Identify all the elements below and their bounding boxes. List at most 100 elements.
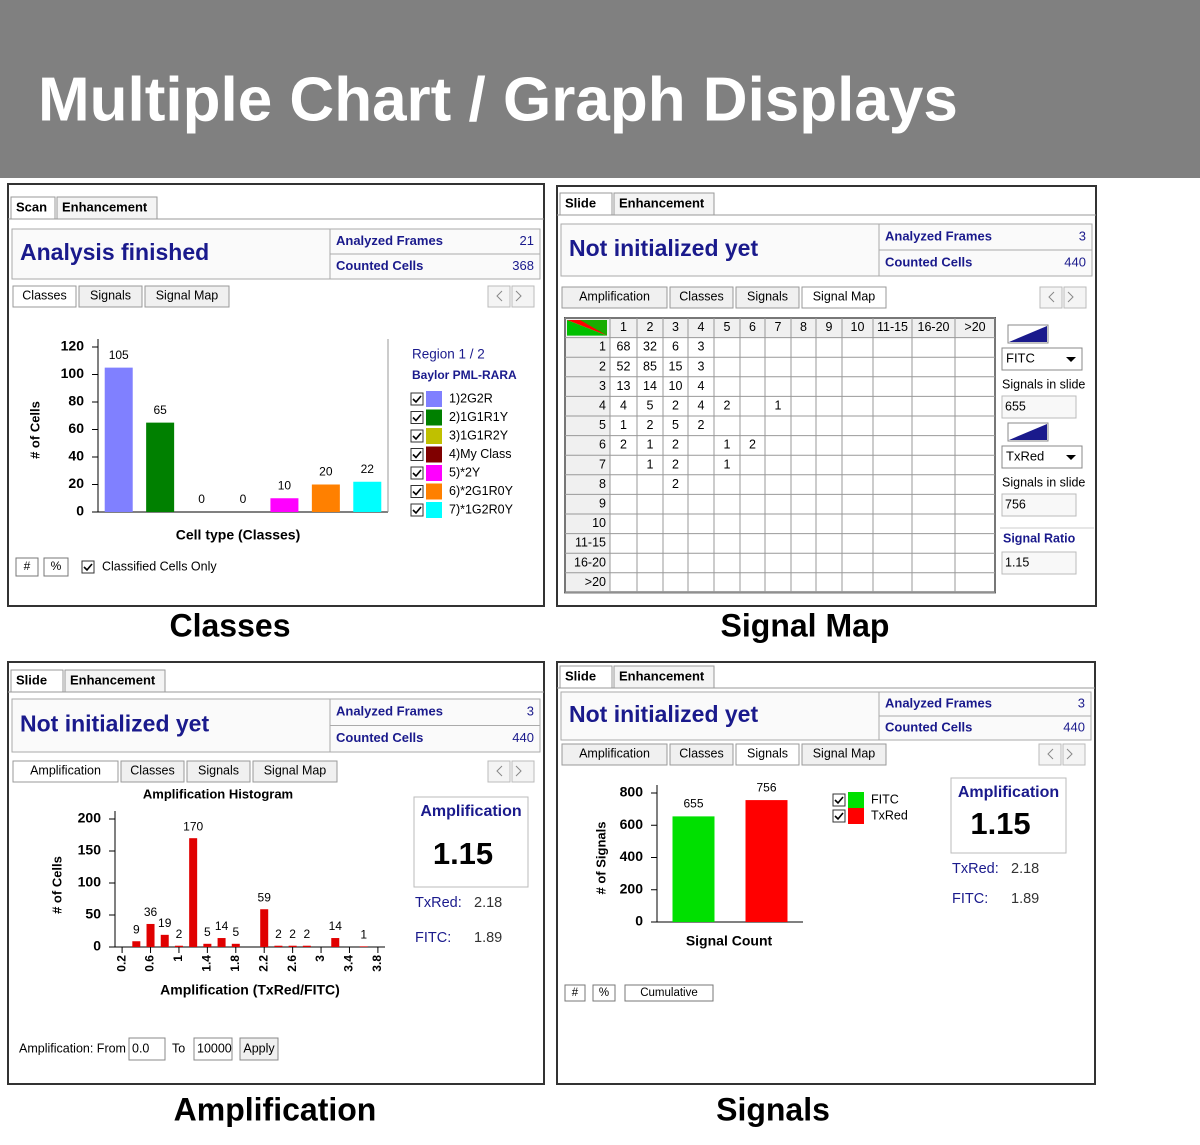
subtab-label: Signals	[747, 746, 788, 760]
subtab[interactable]	[801, 286, 887, 309]
toggle-button[interactable]	[15, 557, 39, 577]
subtab[interactable]	[12, 760, 119, 783]
subtab[interactable]	[669, 286, 734, 309]
subtab-label: Amplification	[579, 289, 650, 303]
y-tick-label: 400	[620, 848, 644, 864]
bar	[189, 838, 198, 947]
x-tick-label: 1	[171, 955, 185, 962]
stat-label: Analyzed Frames	[885, 228, 992, 243]
toggle-button[interactable]	[624, 984, 714, 1002]
nav-button[interactable]	[487, 760, 511, 783]
table-cell: 2	[672, 438, 679, 452]
legend-check	[412, 487, 422, 496]
x-tick-label: 2.2	[256, 955, 270, 972]
subtab[interactable]	[561, 286, 668, 309]
value-label: 5	[232, 925, 239, 939]
row-header: 16-20	[574, 555, 606, 569]
nav-arrow	[1047, 748, 1054, 760]
legend-check	[834, 796, 844, 805]
stat-label: Analyzed Frames	[885, 695, 992, 710]
value-label: 170	[183, 819, 203, 833]
subtab[interactable]	[78, 285, 143, 308]
caption: Signal Map	[721, 607, 890, 643]
summary-value: 1.15	[970, 806, 1030, 841]
value-label: 655	[683, 797, 703, 811]
dropdown[interactable]	[1001, 445, 1083, 469]
subtab[interactable]	[735, 743, 800, 766]
status-text: Not initialized yet	[20, 711, 209, 737]
text-input[interactable]	[193, 1037, 233, 1061]
table-cell: 1	[775, 398, 782, 412]
nav-button[interactable]	[487, 285, 511, 308]
toggle-button[interactable]	[564, 984, 586, 1002]
y-tick-label: 100	[61, 365, 85, 381]
subtab[interactable]	[186, 760, 251, 783]
bar	[146, 422, 175, 512]
subtab-label: Classes	[22, 288, 66, 302]
subtab[interactable]	[252, 760, 338, 783]
legend-checkbox[interactable]	[410, 429, 424, 443]
subtab[interactable]	[144, 285, 230, 308]
nav-arrow	[515, 765, 522, 777]
legend-checkbox[interactable]	[410, 392, 424, 406]
x-axis-title: Amplification (TxRed/FITC)	[160, 982, 340, 998]
subtab[interactable]	[12, 285, 77, 308]
table-cell: 85	[643, 359, 657, 373]
tab-label: Scan	[16, 199, 47, 214]
value-label: 20	[319, 465, 333, 479]
y-tick-label: 150	[78, 842, 102, 858]
toggle-button[interactable]	[592, 984, 616, 1002]
stat-value: 440	[1064, 254, 1086, 269]
checkbox[interactable]	[81, 560, 95, 574]
legend-checkbox[interactable]	[410, 448, 424, 461]
subtab[interactable]	[669, 743, 734, 766]
value-label: 22	[361, 462, 375, 476]
legend-checkbox[interactable]	[410, 411, 424, 424]
stat-value: 3	[527, 704, 534, 719]
column-header: 3	[672, 320, 679, 334]
stat-label: Counted Cells	[885, 719, 972, 734]
toggle-label: Cumulative	[640, 987, 698, 999]
nav-button[interactable]	[1063, 286, 1087, 309]
legend-checkbox[interactable]	[832, 809, 846, 823]
subtab[interactable]	[735, 286, 800, 309]
tab-label: Slide	[565, 668, 596, 683]
corner-green-top	[580, 320, 607, 336]
column-header: 5	[724, 320, 731, 334]
legend-label: 4)My Class	[449, 447, 512, 461]
summary-value: 1.15	[433, 836, 493, 871]
y-tick-label: 0	[76, 503, 84, 519]
table-cell: 2	[724, 398, 731, 412]
row-header: 3	[599, 379, 606, 393]
stat-label: Analyzed Frames	[336, 233, 443, 248]
subtab-label: Signal Map	[813, 289, 876, 303]
dropdown[interactable]	[1001, 347, 1083, 371]
x-tick-label: 2.6	[285, 955, 299, 972]
text-input[interactable]	[128, 1037, 166, 1061]
nav-button[interactable]	[1039, 286, 1063, 309]
nav-button[interactable]	[511, 760, 535, 783]
legend-checkbox[interactable]	[410, 503, 424, 517]
x-tick-label: 0.6	[143, 955, 157, 972]
tab-label: Slide	[565, 195, 596, 210]
subtab[interactable]	[801, 743, 887, 766]
nav-button[interactable]	[1038, 743, 1062, 766]
apply-button[interactable]	[239, 1037, 279, 1061]
value-label: 0	[240, 492, 247, 506]
table-cell: 2	[672, 457, 679, 471]
subtab[interactable]	[561, 743, 668, 766]
dropdown-arrow	[1066, 357, 1076, 362]
legend-checkbox[interactable]	[832, 793, 846, 807]
legend-check	[412, 506, 422, 515]
toggle-label: #	[572, 987, 579, 999]
nav-button[interactable]	[511, 285, 535, 308]
legend-checkbox[interactable]	[410, 466, 424, 480]
x-tick-label: 3.8	[370, 955, 384, 972]
table-cell: 1	[620, 418, 627, 432]
toggle-button[interactable]	[43, 557, 69, 577]
nav-button[interactable]	[1062, 743, 1086, 766]
bar	[353, 481, 382, 512]
legend-checkbox[interactable]	[410, 485, 424, 498]
table-cell: 68	[617, 340, 631, 354]
subtab[interactable]	[120, 760, 185, 783]
